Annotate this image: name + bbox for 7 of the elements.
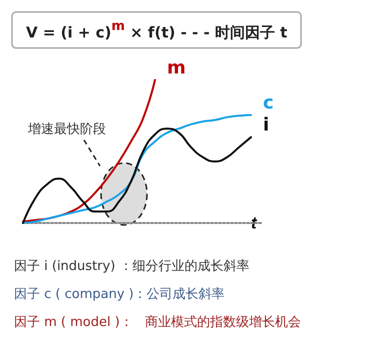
series-label: i <box>263 114 270 136</box>
text: 因子 m ( model )： 商业模式的指数级增长机会 <box>14 315 302 330</box>
text: 因子 c ( company )：公司成长斜率 <box>14 286 225 302</box>
series-label: c <box>263 92 274 114</box>
series-label: m <box>167 58 186 78</box>
annotation: 增速最快阶段 <box>27 122 106 137</box>
text: 因子 i (industry) ：细分行业的成长斜率 <box>14 258 250 274</box>
